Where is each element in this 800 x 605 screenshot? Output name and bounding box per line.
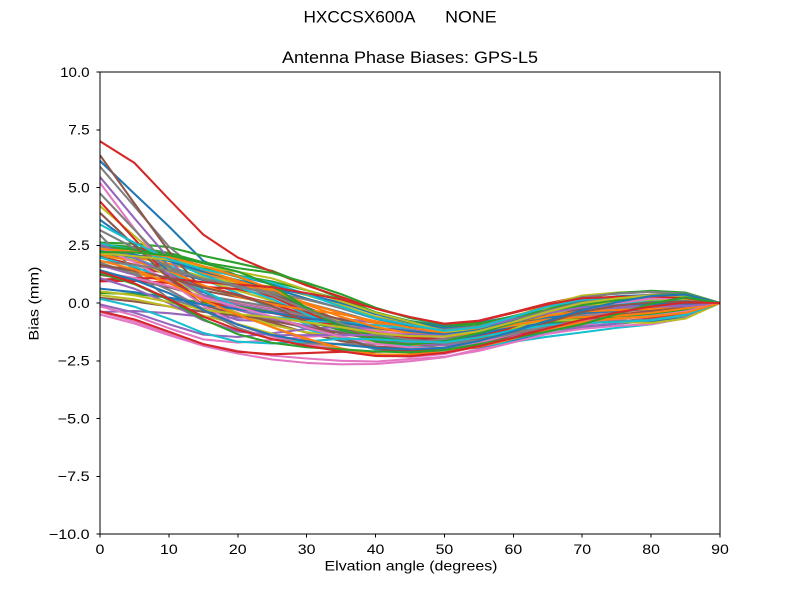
svg-text:Antenna Phase Biases: GPS-L5: Antenna Phase Biases: GPS-L5 [282, 48, 538, 67]
svg-text:40: 40 [367, 541, 385, 557]
svg-text:0.0: 0.0 [68, 295, 90, 311]
svg-text:20: 20 [229, 541, 247, 557]
svg-text:Bias (mm): Bias (mm) [26, 267, 42, 341]
svg-text:Elvation angle (degrees): Elvation angle (degrees) [325, 558, 498, 574]
svg-text:60: 60 [504, 541, 522, 557]
svg-text:−10.0: −10.0 [49, 526, 90, 542]
svg-text:HXCCSX600A: HXCCSX600A [304, 8, 417, 27]
svg-text:90: 90 [711, 541, 729, 557]
svg-text:30: 30 [298, 541, 316, 557]
svg-text:−5.0: −5.0 [58, 410, 90, 426]
svg-text:NONE: NONE [445, 8, 497, 27]
svg-text:7.5: 7.5 [68, 122, 90, 138]
svg-text:50: 50 [436, 541, 454, 557]
svg-text:−2.5: −2.5 [58, 353, 90, 369]
svg-text:5.0: 5.0 [68, 179, 90, 195]
svg-text:−7.5: −7.5 [58, 468, 90, 484]
svg-text:10: 10 [160, 541, 178, 557]
svg-text:80: 80 [642, 541, 660, 557]
svg-text:10.0: 10.0 [60, 64, 90, 80]
svg-text:2.5: 2.5 [68, 237, 90, 253]
svg-text:0: 0 [96, 541, 105, 557]
svg-text:70: 70 [573, 541, 591, 557]
